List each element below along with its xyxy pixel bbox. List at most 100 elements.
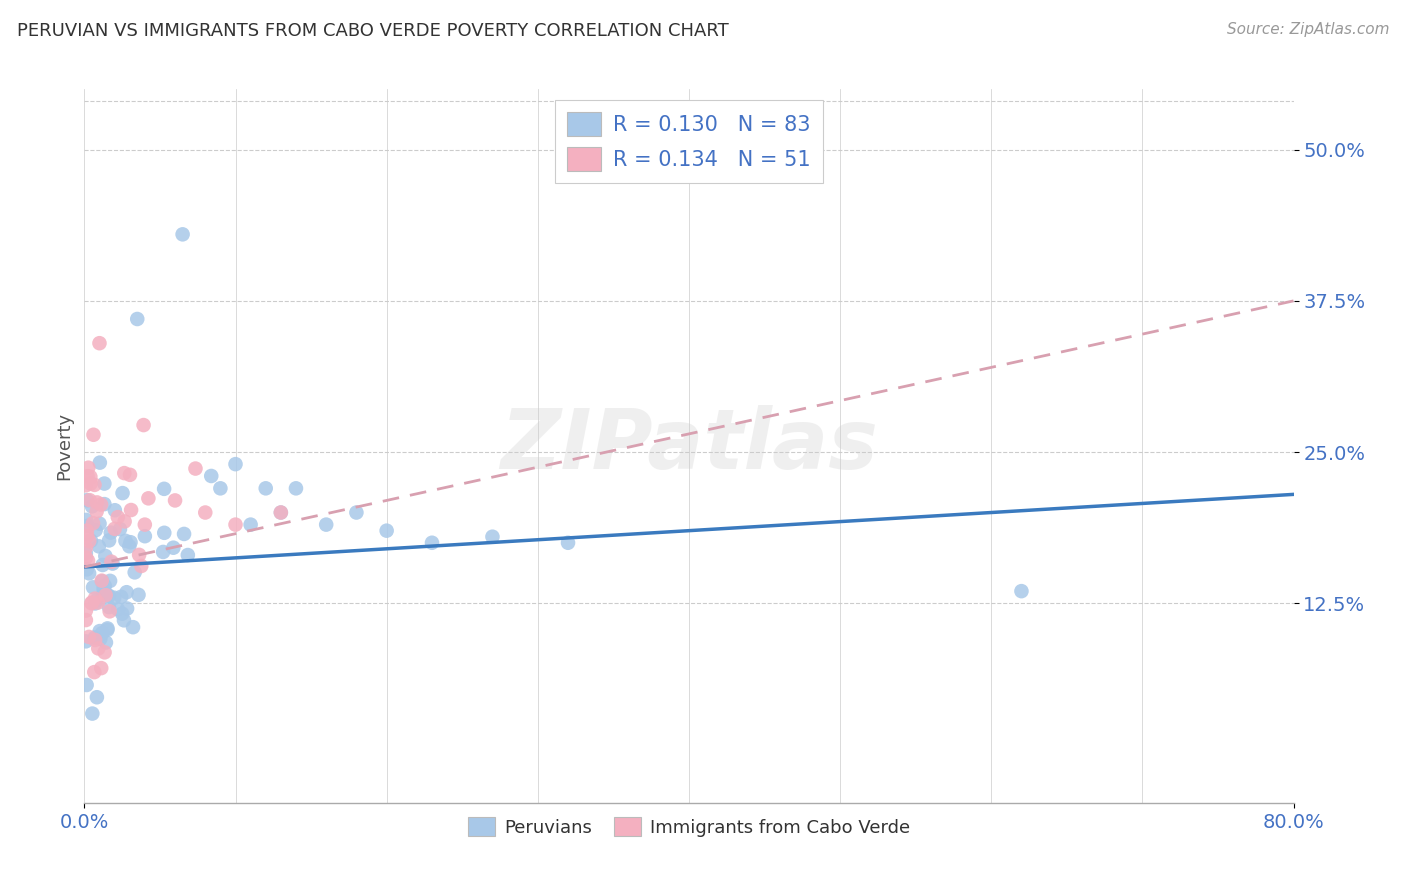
Point: [82, 516, 104, 531]
Point: [87, 539, 110, 553]
Point: [83, 665, 105, 680]
Point: [96, 588, 118, 602]
Point: [94, 549, 117, 563]
Point: [138, 491, 160, 506]
Point: [87, 595, 110, 609]
Point: [90, 574, 112, 588]
Point: [89, 456, 111, 470]
Point: [120, 503, 142, 517]
Point: [315, 517, 337, 532]
Point: [75, 550, 97, 565]
Point: [557, 535, 579, 549]
Point: [86, 504, 108, 518]
Point: [76, 678, 98, 692]
Point: [91, 626, 114, 640]
Point: [79, 476, 101, 491]
Point: [107, 602, 129, 616]
Point: [239, 517, 262, 532]
Point: [225, 517, 247, 532]
Point: [108, 522, 131, 536]
Point: [114, 515, 136, 529]
Point: [114, 533, 136, 548]
Point: [84, 632, 107, 647]
Point: [111, 607, 134, 621]
Point: [96, 623, 118, 637]
Point: [86, 495, 108, 509]
Point: [225, 457, 247, 471]
Point: [177, 548, 200, 562]
Point: [165, 493, 187, 508]
Point: [420, 535, 443, 549]
Point: [91, 574, 114, 589]
Point: [120, 535, 142, 549]
Point: [77, 534, 100, 549]
Point: [89, 516, 111, 531]
Point: [80, 596, 103, 610]
Point: [93, 645, 115, 659]
Point: [112, 613, 135, 627]
Point: [93, 582, 115, 596]
Point: [89, 632, 111, 646]
Text: PERUVIAN VS IMMIGRANTS FROM CABO VERDE POVERTY CORRELATION CHART: PERUVIAN VS IMMIGRANTS FROM CABO VERDE P…: [17, 22, 728, 40]
Point: [270, 506, 292, 520]
Point: [79, 493, 101, 508]
Point: [134, 529, 156, 543]
Point: [76, 518, 98, 533]
Point: [77, 630, 100, 644]
Point: [75, 604, 97, 618]
Point: [76, 524, 98, 538]
Point: [84, 523, 107, 537]
Point: [90, 661, 112, 675]
Point: [89, 624, 111, 639]
Point: [254, 481, 277, 495]
Point: [115, 585, 138, 599]
Point: [90, 498, 112, 512]
Point: [86, 593, 108, 607]
Point: [89, 336, 111, 351]
Point: [98, 589, 121, 603]
Point: [124, 566, 146, 580]
Point: [84, 596, 107, 610]
Point: [77, 566, 100, 581]
Point: [112, 466, 135, 480]
Point: [93, 476, 115, 491]
Point: [82, 427, 104, 442]
Text: Source: ZipAtlas.com: Source: ZipAtlas.com: [1226, 22, 1389, 37]
Point: [75, 478, 97, 492]
Point: [209, 481, 232, 495]
Point: [127, 312, 149, 326]
Point: [132, 418, 155, 433]
Point: [94, 588, 117, 602]
Point: [93, 497, 115, 511]
Point: [86, 690, 108, 705]
Point: [128, 588, 150, 602]
Point: [285, 481, 308, 495]
Point: [104, 503, 127, 517]
Point: [172, 227, 194, 242]
Point: [346, 506, 368, 520]
Point: [79, 470, 101, 484]
Point: [122, 620, 145, 634]
Point: [101, 557, 124, 571]
Point: [200, 469, 222, 483]
Point: [76, 469, 98, 483]
Point: [107, 510, 129, 524]
Point: [80, 533, 103, 548]
Point: [98, 604, 121, 618]
Text: ZIPatlas: ZIPatlas: [501, 406, 877, 486]
Point: [76, 562, 98, 576]
Point: [83, 591, 105, 606]
Point: [80, 596, 103, 610]
Point: [153, 482, 176, 496]
Point: [111, 486, 134, 500]
Point: [194, 506, 217, 520]
Point: [110, 590, 132, 604]
Point: [83, 478, 105, 492]
Point: [100, 555, 122, 569]
Point: [162, 541, 184, 555]
Point: [153, 525, 176, 540]
Point: [91, 558, 114, 572]
Point: [75, 613, 97, 627]
Point: [134, 517, 156, 532]
Point: [173, 527, 195, 541]
